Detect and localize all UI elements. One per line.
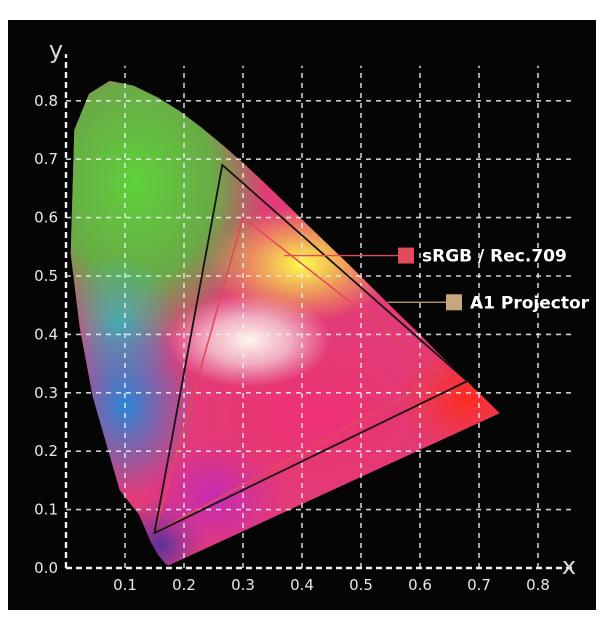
y-tick-label: 0.3: [34, 384, 58, 402]
axes: [64, 54, 574, 570]
y-tick-label: 0.1: [34, 501, 58, 519]
gamut-triangle-srgb: [153, 216, 446, 535]
legend-swatch: [398, 247, 414, 264]
x-tick-label: 0.3: [231, 576, 255, 594]
x-axis-label: x: [562, 552, 576, 580]
y-tick-label: 0.8: [34, 92, 58, 110]
x-tick-label: 0.7: [467, 576, 491, 594]
tick-labels: 0.1 0.2 0.3 0.4 0.5 0.6 0.7 0.8 0.0 0.1 0.2 0.3 0.4 0…: [34, 92, 550, 594]
y-tick-label: 0.5: [34, 267, 58, 285]
legend-label: sRGB / Rec.709: [422, 247, 567, 267]
y-axis-label: y: [49, 36, 63, 64]
legend-swatch: [446, 294, 462, 311]
legend-label: A1 Projector: [470, 293, 590, 313]
chart-frame: 0.1 0.2 0.3 0.4 0.5 0.6 0.7 0.8 0.0 0.1 0.2 0.3 0.4 0…: [8, 20, 596, 610]
x-tick-label: 0.5: [349, 576, 373, 594]
x-tick-label: 0.4: [290, 576, 314, 594]
x-tick-label: 0.8: [526, 576, 550, 594]
y-tick-label: 0.6: [34, 209, 58, 227]
x-tick-label: 0.2: [172, 576, 196, 594]
x-tick-label: 0.6: [408, 576, 432, 594]
y-tick-label: 0.2: [34, 442, 58, 460]
y-tick-label: 0.7: [34, 150, 58, 168]
chromaticity-chart: 0.1 0.2 0.3 0.4 0.5 0.6 0.7 0.8 0.0 0.1 0.2 0.3 0.4 0…: [34, 36, 590, 594]
legend: sRGB / Rec.709 A1 Projector: [284, 247, 590, 313]
y-tick-label: 0.4: [34, 325, 58, 343]
gamut-triangle-a1-projector: [153, 163, 469, 535]
gamut-triangles: [153, 163, 469, 535]
y-tick-label: 0.0: [34, 559, 58, 577]
x-tick-label: 0.1: [113, 576, 137, 594]
